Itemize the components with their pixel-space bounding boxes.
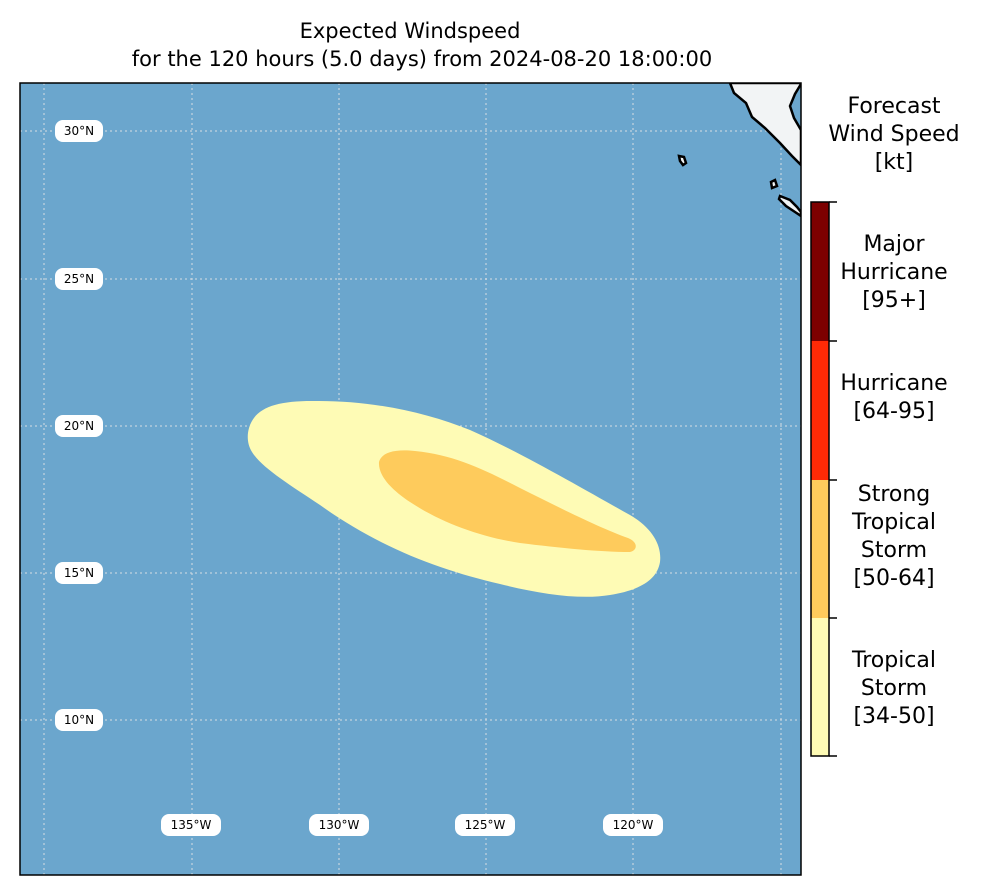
map-frame — [19, 82, 802, 876]
lat-label-text: 15°N — [64, 566, 94, 580]
lon-label-135: 135°W — [161, 814, 221, 836]
colorbar-label-tropical-storm: Tropical Storm [34-50] — [851, 648, 936, 729]
colorbar-label-line: [50-64] — [853, 566, 934, 591]
colorbar-title-line-2: Wind Speed — [828, 122, 959, 147]
colorbar-frame — [810, 201, 830, 757]
colorbar-label-line: Tropical — [851, 510, 936, 535]
lat-label-text: 10°N — [64, 713, 94, 727]
colorbar-label-major-hurricane: Major Hurricane [95+] — [840, 232, 947, 313]
lon-label-125: 125°W — [455, 814, 515, 836]
colorbar-label-line: Hurricane — [840, 371, 947, 396]
lat-label-30: 30°N — [55, 120, 103, 142]
colorbar-label-line: Strong — [858, 482, 931, 507]
colorbar-segment-strong-tropical-storm — [811, 480, 829, 618]
coastline — [677, 83, 801, 218]
colorbar-label-line: [95+] — [862, 288, 926, 313]
land-cape — [777, 194, 801, 218]
lon-label-120: 120°W — [603, 814, 663, 836]
colorbar-segment-major-hurricane — [811, 202, 829, 341]
colorbar-title-line-3: [kt] — [875, 150, 914, 175]
island-guadalupe — [677, 154, 688, 167]
lon-label-text: 130°W — [319, 818, 360, 832]
lat-label-25: 25°N — [55, 268, 103, 290]
colorbar-label-hurricane: Hurricane [64-95] — [840, 371, 947, 424]
colorbar-segment-hurricane — [811, 341, 829, 480]
colorbar-label-line: [64-95] — [853, 399, 934, 424]
colorbar-label-strong-tropical-storm: Strong Tropical Storm [50-64] — [851, 482, 936, 591]
colorbar-segment-tropical-storm — [811, 618, 829, 756]
map-panel: 30°N 25°N 20°N 15°N 10°N — [19, 82, 802, 876]
lat-label-text: 30°N — [64, 124, 94, 138]
swath-strong-tropical-storm — [378, 450, 636, 552]
colorbar-label-line: Storm — [861, 676, 927, 701]
lon-label-text: 135°W — [171, 818, 212, 832]
title-line-2: for the 120 hours (5.0 days) from 2024-0… — [132, 47, 712, 71]
colorbar: Forecast Wind Speed [kt] Major Hurricane… — [810, 94, 960, 757]
lat-label-text: 20°N — [64, 419, 94, 433]
lat-label-20: 20°N — [55, 415, 103, 437]
lat-label-10: 10°N — [55, 709, 103, 731]
lat-labels: 30°N 25°N 20°N 15°N 10°N — [55, 120, 103, 731]
island-cedros — [769, 178, 779, 190]
lon-label-130: 130°W — [309, 814, 369, 836]
lon-label-text: 120°W — [613, 818, 654, 832]
title-line-1: Expected Windspeed — [300, 19, 521, 43]
colorbar-label-line: Storm — [861, 538, 927, 563]
colorbar-label-line: Tropical — [851, 648, 936, 673]
lon-labels: 135°W 130°W 125°W 120°W — [161, 814, 663, 836]
lat-label-15: 15°N — [55, 562, 103, 584]
colorbar-label-line: Major — [863, 232, 925, 257]
colorbar-label-line: Hurricane — [840, 260, 947, 285]
land-baja-california — [728, 83, 801, 167]
lon-label-text: 125°W — [465, 818, 506, 832]
colorbar-label-line: [34-50] — [853, 704, 934, 729]
colorbar-ticks — [829, 201, 837, 757]
colorbar-title-line-1: Forecast — [847, 94, 940, 119]
lat-label-text: 25°N — [64, 272, 94, 286]
